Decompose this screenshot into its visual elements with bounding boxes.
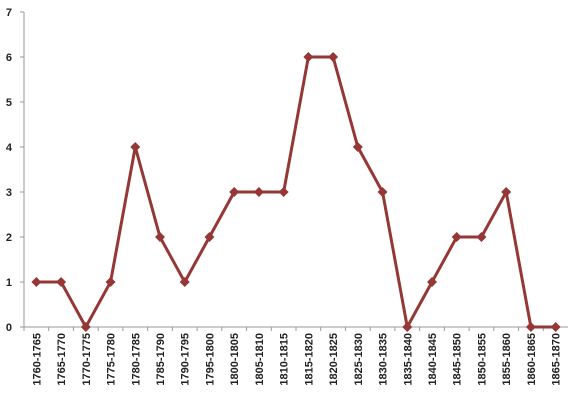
marker	[427, 277, 437, 287]
x-tick-label: 1820-1825	[328, 333, 340, 386]
x-tick-label: 1855-1860	[501, 333, 513, 386]
marker	[402, 322, 413, 332]
marker	[377, 187, 388, 197]
marker	[253, 187, 264, 197]
y-tick-label: 5	[6, 97, 12, 109]
x-tick-label: 1830-1835	[378, 333, 390, 386]
line	[36, 55, 556, 332]
x-tick-label: 1840-1845	[427, 333, 439, 386]
x-tick-label: 1860-1865	[526, 333, 538, 386]
y-tick-label: 0	[6, 322, 12, 334]
x-tick-label: 1845-1850	[452, 333, 464, 386]
x-tick-label: 1810-1815	[279, 333, 291, 386]
marker	[229, 187, 240, 197]
x-tick-label: 1785-1790	[155, 333, 167, 386]
marker	[476, 232, 487, 242]
x-tick-label: 1815-1820	[303, 333, 315, 386]
y-tick-label: 6	[6, 52, 12, 64]
y-tick-label: 7	[6, 7, 12, 19]
marker	[105, 277, 116, 287]
x-tick-label: 1800-1805	[229, 333, 241, 386]
x-tick-label: 1805-1810	[254, 333, 266, 386]
y-tick-label: 1	[6, 277, 12, 289]
x-tick-label: 1865-1870	[551, 333, 563, 386]
marker	[80, 322, 91, 332]
x-tick-label: 1835-1840	[402, 333, 414, 386]
marker	[501, 187, 512, 197]
x-tick-label: 1795-1800	[204, 333, 216, 386]
marker	[155, 232, 165, 242]
x-tick-label: 1850-1855	[476, 333, 488, 386]
x-tick-label: 1790-1795	[180, 333, 192, 386]
x-tick-label: 1770-1775	[81, 333, 93, 386]
x-tick-label: 1765-1770	[56, 333, 68, 386]
y-tick-label: 2	[6, 232, 12, 244]
marker	[278, 187, 289, 197]
y-tick-label: 3	[6, 187, 12, 199]
marker	[451, 232, 462, 242]
marker	[550, 322, 561, 332]
y-tick-label: 4	[6, 142, 13, 154]
marker	[31, 277, 42, 287]
x-tick-label: 1825-1830	[353, 333, 365, 386]
marker	[328, 52, 339, 62]
marker	[303, 52, 314, 62]
x-tick-label: 1780-1785	[130, 333, 142, 386]
marker	[525, 322, 536, 332]
marker	[352, 142, 363, 152]
marker	[56, 277, 67, 287]
marker	[130, 142, 141, 152]
marker	[204, 232, 215, 242]
x-tick-label: 1775-1780	[106, 333, 118, 386]
x-tick-label: 1760-1765	[31, 333, 43, 386]
marker	[179, 277, 190, 287]
